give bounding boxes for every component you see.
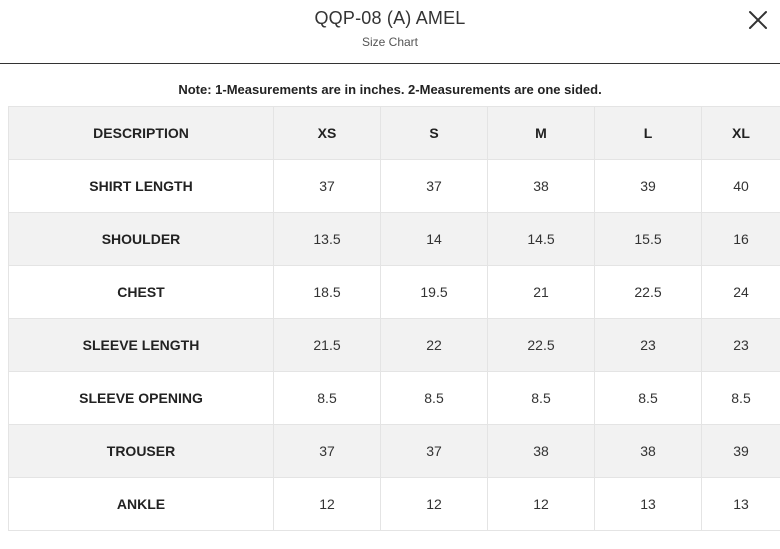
column-header-m: M	[487, 106, 595, 160]
table-cell: 39	[701, 424, 780, 478]
table-cell: 18.5	[273, 265, 381, 319]
table-cell: 21	[487, 265, 595, 319]
column-header-xs: XS	[273, 106, 381, 160]
table-cell: 22.5	[594, 265, 702, 319]
table-row: CHEST 18.5 19.5 21 22.5 24	[8, 265, 780, 319]
modal-header: QQP-08 (A) AMEL Size Chart	[0, 0, 780, 64]
table-cell: 37	[380, 159, 488, 213]
table-cell: 22	[380, 318, 488, 372]
modal-title: QQP-08 (A) AMEL	[314, 8, 466, 28]
table-cell: 8.5	[487, 371, 595, 425]
table-header-row: DESCRIPTION XS S M L XL	[8, 106, 780, 160]
column-header-description: DESCRIPTION	[8, 106, 274, 160]
row-label: SLEEVE LENGTH	[8, 318, 274, 372]
table-cell: 38	[487, 159, 595, 213]
table-cell: 8.5	[701, 371, 780, 425]
row-label: ANKLE	[8, 477, 274, 531]
table-cell: 24	[701, 265, 780, 319]
table-cell: 37	[273, 159, 381, 213]
row-label: SLEEVE OPENING	[8, 371, 274, 425]
column-header-s: S	[380, 106, 488, 160]
table-cell: 23	[594, 318, 702, 372]
table-cell: 13.5	[273, 212, 381, 266]
close-icon	[749, 11, 767, 29]
table-row: SLEEVE LENGTH 21.5 22 22.5 23 23	[8, 318, 780, 372]
row-label: SHIRT LENGTH	[8, 159, 274, 213]
row-label: CHEST	[8, 265, 274, 319]
table-cell: 13	[701, 477, 780, 531]
table-cell: 8.5	[380, 371, 488, 425]
table-cell: 38	[594, 424, 702, 478]
table-cell: 23	[701, 318, 780, 372]
table-cell: 12	[380, 477, 488, 531]
table-cell: 37	[380, 424, 488, 478]
modal-subtitle: Size Chart	[361, 35, 419, 49]
table-cell: 21.5	[273, 318, 381, 372]
column-header-xl: XL	[701, 106, 780, 160]
table-cell: 13	[594, 477, 702, 531]
table-cell: 12	[487, 477, 595, 531]
table-row: TROUSER 37 37 38 38 39	[8, 424, 780, 478]
table-row: SLEEVE OPENING 8.5 8.5 8.5 8.5 8.5	[8, 371, 780, 425]
table-cell: 40	[701, 159, 780, 213]
table-cell: 39	[594, 159, 702, 213]
size-chart-table: DESCRIPTION XS S M L XL SHIRT LENGTH 37 …	[8, 106, 780, 531]
column-header-l: L	[594, 106, 702, 160]
table-cell: 12	[273, 477, 381, 531]
table-cell: 19.5	[380, 265, 488, 319]
row-label: SHOULDER	[8, 212, 274, 266]
table-cell: 16	[701, 212, 780, 266]
table-cell: 37	[273, 424, 381, 478]
measurement-note: Note: 1-Measurements are in inches. 2-Me…	[178, 82, 602, 97]
row-label: TROUSER	[8, 424, 274, 478]
table-cell: 14	[380, 212, 488, 266]
table-cell: 15.5	[594, 212, 702, 266]
close-button[interactable]	[746, 8, 770, 32]
table-cell: 22.5	[487, 318, 595, 372]
table-cell: 8.5	[594, 371, 702, 425]
table-cell: 14.5	[487, 212, 595, 266]
table-row: ANKLE 12 12 12 13 13	[8, 477, 780, 531]
table-row: SHIRT LENGTH 37 37 38 39 40	[8, 159, 780, 213]
table-cell: 8.5	[273, 371, 381, 425]
table-row: SHOULDER 13.5 14 14.5 15.5 16	[8, 212, 780, 266]
table-cell: 38	[487, 424, 595, 478]
